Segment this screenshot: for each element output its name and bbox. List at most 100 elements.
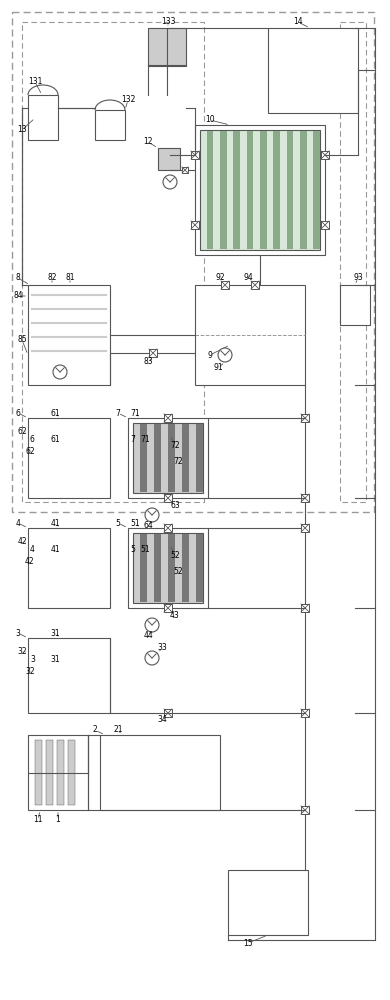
Bar bbox=[140, 424, 147, 492]
Bar bbox=[264, 882, 274, 890]
Circle shape bbox=[53, 365, 67, 379]
Bar bbox=[164, 414, 172, 422]
Bar bbox=[301, 524, 309, 532]
Bar bbox=[243, 898, 253, 906]
Text: 52: 52 bbox=[170, 550, 180, 560]
Bar bbox=[300, 131, 307, 249]
Bar bbox=[268, 28, 358, 113]
Text: 15: 15 bbox=[243, 938, 253, 948]
Text: 11: 11 bbox=[33, 816, 43, 824]
Text: 42: 42 bbox=[25, 558, 35, 566]
Text: 63: 63 bbox=[170, 500, 180, 510]
Bar bbox=[196, 424, 203, 492]
Bar bbox=[207, 131, 213, 249]
Bar bbox=[200, 130, 320, 250]
Bar bbox=[164, 524, 172, 532]
Text: 62: 62 bbox=[17, 428, 27, 436]
Bar bbox=[257, 898, 267, 906]
Text: 12: 12 bbox=[143, 137, 153, 146]
Bar bbox=[28, 638, 110, 713]
Bar bbox=[128, 528, 208, 608]
Bar bbox=[236, 882, 246, 890]
Text: 131: 131 bbox=[28, 78, 42, 87]
Bar bbox=[340, 22, 366, 502]
Bar bbox=[168, 424, 175, 492]
Text: 85: 85 bbox=[17, 336, 27, 344]
Text: 6: 6 bbox=[16, 408, 20, 418]
Text: 34: 34 bbox=[157, 716, 167, 724]
Text: 5: 5 bbox=[130, 546, 135, 554]
Bar bbox=[164, 709, 172, 717]
Text: 43: 43 bbox=[170, 610, 180, 619]
Bar bbox=[95, 110, 125, 140]
Text: 13: 13 bbox=[17, 125, 27, 134]
Text: 51: 51 bbox=[130, 518, 140, 528]
Bar bbox=[287, 131, 293, 249]
Text: 5: 5 bbox=[115, 518, 121, 528]
Bar bbox=[164, 494, 172, 502]
Bar bbox=[321, 151, 329, 159]
Bar bbox=[57, 740, 64, 805]
Bar bbox=[301, 806, 309, 814]
Bar bbox=[100, 735, 220, 810]
Bar bbox=[250, 882, 260, 890]
Bar bbox=[220, 131, 227, 249]
Bar bbox=[158, 148, 180, 170]
Bar bbox=[221, 281, 229, 289]
Bar bbox=[140, 534, 147, 602]
Text: 51: 51 bbox=[140, 546, 150, 554]
Bar bbox=[196, 534, 203, 602]
Text: 82: 82 bbox=[47, 273, 57, 282]
Circle shape bbox=[218, 348, 232, 362]
Bar bbox=[301, 604, 309, 612]
Text: 44: 44 bbox=[143, 631, 153, 640]
Bar bbox=[28, 735, 88, 810]
Bar bbox=[133, 423, 203, 493]
Text: 3: 3 bbox=[16, 629, 20, 638]
Bar bbox=[154, 534, 161, 602]
Bar bbox=[270, 882, 292, 906]
Text: 7: 7 bbox=[130, 436, 135, 444]
Text: 62: 62 bbox=[25, 448, 35, 456]
Text: 42: 42 bbox=[17, 538, 27, 546]
Bar bbox=[148, 28, 186, 66]
Text: 31: 31 bbox=[50, 656, 60, 664]
Bar bbox=[28, 285, 110, 385]
Text: 1: 1 bbox=[56, 816, 60, 824]
Text: 32: 32 bbox=[17, 648, 27, 656]
Circle shape bbox=[145, 651, 159, 665]
Bar bbox=[35, 740, 42, 805]
Bar bbox=[46, 740, 53, 805]
Text: 94: 94 bbox=[243, 273, 253, 282]
Bar bbox=[195, 285, 305, 385]
Text: 32: 32 bbox=[25, 668, 35, 676]
Text: 41: 41 bbox=[50, 518, 60, 528]
Text: 52: 52 bbox=[173, 568, 183, 576]
Circle shape bbox=[145, 618, 159, 632]
Text: 33: 33 bbox=[157, 644, 167, 652]
Bar bbox=[313, 131, 320, 249]
Text: 21: 21 bbox=[113, 726, 123, 734]
Text: 91: 91 bbox=[213, 363, 223, 372]
Bar bbox=[68, 740, 75, 805]
Bar bbox=[154, 424, 161, 492]
Text: 14: 14 bbox=[293, 17, 303, 26]
Text: 4: 4 bbox=[16, 518, 20, 528]
Bar bbox=[168, 534, 175, 602]
Bar bbox=[28, 528, 110, 608]
Circle shape bbox=[163, 175, 177, 189]
Text: 61: 61 bbox=[50, 408, 60, 418]
Bar bbox=[12, 12, 374, 512]
Text: 9: 9 bbox=[207, 351, 213, 360]
Bar bbox=[233, 131, 240, 249]
Bar bbox=[133, 533, 203, 603]
Bar bbox=[301, 414, 309, 422]
Bar bbox=[340, 285, 370, 325]
Bar bbox=[301, 709, 309, 717]
Bar bbox=[128, 418, 208, 498]
Text: 84: 84 bbox=[13, 292, 23, 300]
Bar bbox=[22, 22, 204, 502]
Text: 31: 31 bbox=[50, 629, 60, 638]
Bar bbox=[149, 349, 157, 357]
Text: 10: 10 bbox=[205, 115, 215, 124]
